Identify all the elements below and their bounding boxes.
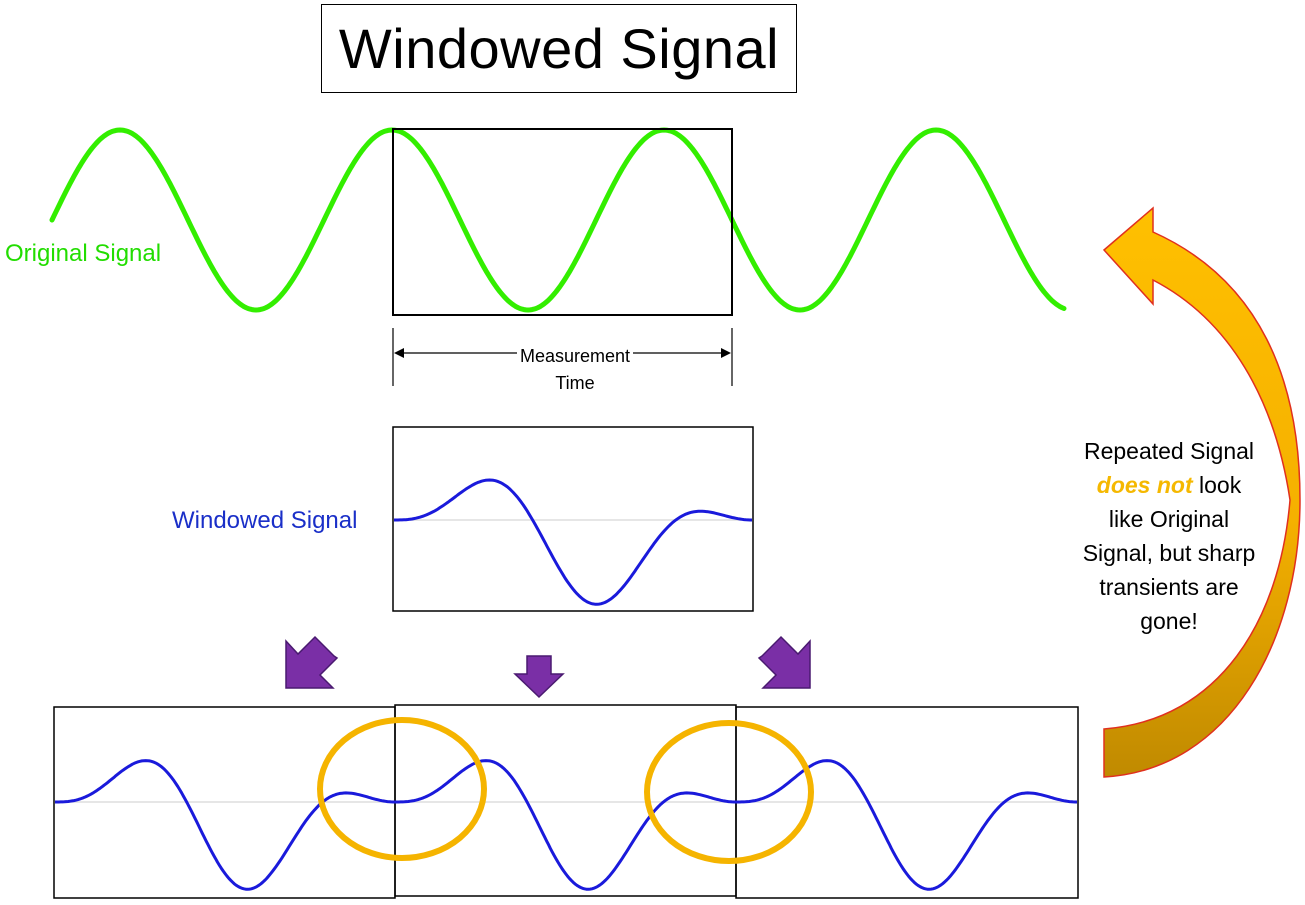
arrowhead-left-icon [394, 348, 404, 358]
page-title: Windowed Signal [338, 17, 780, 80]
arrowhead-right-icon [721, 348, 731, 358]
windowed-signal-label: Windowed Signal [172, 507, 358, 534]
arrow-down-left-icon [285, 635, 339, 689]
repeated-wave-right [736, 759, 1077, 891]
measurement-label-line1: Measurement [516, 346, 634, 366]
measurement-time-label: Measurement Time [480, 343, 670, 397]
title-box: Windowed Signal [321, 4, 797, 93]
note-line4: Signal, but sharp [1082, 540, 1256, 566]
note-line5: transients are [1099, 574, 1239, 600]
note-line6: gone! [1140, 608, 1198, 634]
note-emphasis: does not [1096, 472, 1193, 498]
note-line1: Repeated Signal [1083, 438, 1255, 464]
original-signal-label: Original Signal [5, 240, 162, 267]
arrow-down-icon [513, 655, 565, 699]
arrow-down-right-icon [757, 635, 811, 689]
note-line2-rest: look [1192, 472, 1242, 498]
repeated-wave-left [55, 759, 395, 891]
explanation-note: Repeated Signal does not look like Origi… [1058, 434, 1280, 638]
measurement-label-line2: Time [552, 373, 598, 393]
original-signal-wave [49, 127, 1067, 313]
curved-return-arrow-icon [1102, 206, 1301, 778]
junction-circle-right [644, 720, 814, 864]
windowed-signal-wave [394, 478, 752, 606]
measurement-window-box [392, 128, 733, 316]
repeated-wave-middle [395, 759, 736, 891]
note-line3: like Original [1108, 506, 1230, 532]
junction-circle-left [317, 717, 487, 861]
